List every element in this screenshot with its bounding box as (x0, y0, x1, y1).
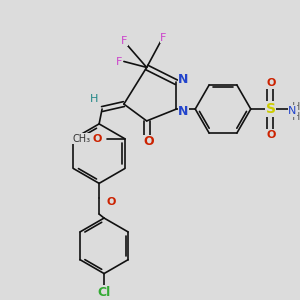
Text: H: H (90, 94, 98, 104)
Text: Cl: Cl (98, 286, 111, 299)
Text: CH₃: CH₃ (72, 134, 90, 144)
Text: H: H (292, 102, 300, 112)
Text: F: F (116, 57, 122, 68)
Text: N: N (178, 73, 188, 86)
Text: O: O (143, 135, 154, 148)
Text: F: F (160, 33, 167, 43)
Text: S: S (266, 102, 276, 116)
Text: O: O (106, 197, 116, 207)
Text: F: F (121, 36, 127, 46)
Text: N: N (288, 106, 297, 116)
Text: O: O (267, 130, 276, 140)
Text: H: H (292, 112, 300, 122)
Text: O: O (267, 78, 276, 88)
Text: O: O (92, 134, 102, 144)
Text: N: N (178, 104, 188, 118)
